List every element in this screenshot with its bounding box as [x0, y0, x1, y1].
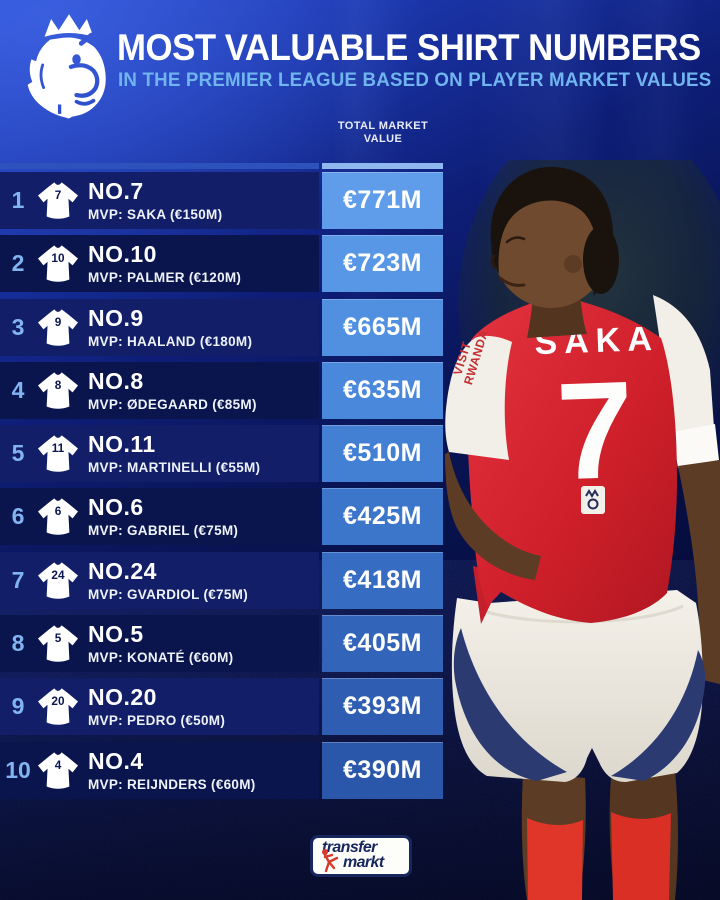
- table-row: 6 6 NO.6 MVP: GABRIEL (€75M) €425M: [0, 488, 443, 546]
- rank-label: 9: [11, 693, 25, 720]
- svg-text:5: 5: [55, 631, 62, 645]
- shirt-number-label: NO.20: [88, 684, 157, 711]
- table-row: 10 4 NO.4 MVP: REIJNDERS (€60M) €390M: [0, 741, 443, 799]
- table-row: 8 5 NO.5 MVP: KONATÉ (€60M) €405M: [0, 615, 443, 673]
- mvp-label: MVP: REIJNDERS (€60M): [88, 776, 256, 792]
- rank-label: 1: [11, 187, 25, 213]
- mvp-label: MVP: PEDRO (€50M): [88, 713, 226, 729]
- rank-label: 10: [5, 756, 31, 783]
- kicking-player-icon: [322, 849, 339, 873]
- rank-label: 6: [11, 503, 25, 530]
- shirt-icon: 9: [38, 308, 78, 346]
- shirt-icon: 24: [38, 562, 78, 599]
- shirt-icon: 11: [38, 435, 78, 472]
- total-value-cell: €510M: [322, 425, 443, 483]
- ranking-table: 1 7 NO.7 MVP: SAKA (€150M) €771M 2 10 NO…: [0, 172, 443, 805]
- table-row: 5 11 NO.11 MVP: MARTINELLI (€55M) €510M: [0, 425, 443, 483]
- mvp-label: MVP: PALMER (€120M): [88, 270, 242, 286]
- shirt-number-text: 7: [554, 353, 636, 510]
- shirt-icon: 10: [38, 245, 78, 283]
- mvp-label: MVP: GABRIEL (€75M): [88, 523, 239, 539]
- rank-label: 8: [11, 630, 25, 657]
- svg-text:20: 20: [51, 695, 65, 709]
- rank-label: 2: [11, 250, 25, 277]
- total-value-label: €635M: [343, 375, 422, 404]
- total-value-cell: €405M: [322, 615, 443, 673]
- mvp-label: MVP: MARTINELLI (€55M): [88, 460, 261, 476]
- shirt-number-label: NO.11: [88, 431, 156, 458]
- shirt-icon: 5: [38, 625, 78, 662]
- svg-text:24: 24: [51, 568, 65, 582]
- table-row: 4 8 NO.8 MVP: ØDEGAARD (€85M) €635M: [0, 361, 443, 419]
- mvp-label: MVP: HAALAND (€180M): [88, 333, 253, 349]
- shirt-icon: 4: [38, 752, 78, 789]
- shirt-number-label: NO.24: [88, 557, 157, 584]
- total-value-label: €723M: [343, 249, 422, 278]
- mvp-label: MVP: SAKA (€150M): [88, 207, 223, 222]
- table-row: 7 24 NO.24 MVP: GVARDIOL (€75M) €418M: [0, 551, 443, 609]
- player-photo-saka: SAKA 7 VISIT RWANDA: [445, 160, 720, 900]
- total-value-cell: €390M: [322, 741, 443, 799]
- total-value-cell: €418M: [322, 551, 443, 609]
- svg-text:6: 6: [55, 505, 62, 519]
- shirt-number-label: NO.7: [88, 178, 144, 204]
- table-row: 9 20 NO.20 MVP: PEDRO (€50M) €393M: [0, 678, 443, 736]
- shirt-number-label: NO.8: [88, 367, 144, 394]
- left-sock: [527, 818, 583, 900]
- total-value-label: €510M: [343, 439, 422, 468]
- mvp-label: MVP: ØDEGAARD (€85M): [88, 396, 257, 412]
- svg-text:8: 8: [55, 378, 62, 392]
- rank-label: 5: [11, 440, 25, 467]
- total-value-label: €425M: [343, 502, 422, 531]
- total-value-label: €390M: [343, 755, 422, 784]
- total-value-cell: €723M: [322, 235, 443, 293]
- shirt-icon: 8: [38, 372, 78, 409]
- shirt-number-label: NO.10: [88, 241, 157, 268]
- total-value-label: €405M: [343, 629, 422, 658]
- total-value-cell: €393M: [322, 678, 443, 736]
- svg-text:11: 11: [52, 441, 65, 455]
- table-row: 3 9 NO.9 MVP: HAALAND (€180M) €665M: [0, 298, 443, 356]
- rank-label: 3: [11, 313, 25, 340]
- mvp-label: MVP: KONATÉ (€60M): [88, 650, 234, 666]
- svg-text:4: 4: [55, 758, 62, 772]
- total-value-label: €771M: [343, 186, 422, 214]
- right-sock: [611, 812, 671, 900]
- shirt-number-label: NO.4: [88, 747, 144, 774]
- premier-league-lion-icon: [22, 10, 116, 120]
- svg-text:9: 9: [55, 315, 62, 329]
- svg-text:7: 7: [55, 188, 62, 202]
- player-head: [490, 166, 619, 338]
- total-value-label: €665M: [343, 312, 422, 341]
- total-value-cell: €771M: [322, 172, 443, 229]
- shirt-number-label: NO.5: [88, 621, 144, 648]
- mvp-label: MVP: GVARDIOL (€75M): [88, 586, 249, 602]
- player-legs: [521, 770, 678, 900]
- shirt-number-label: NO.9: [88, 304, 144, 331]
- value-column-header: TOTAL MARKET VALUE: [337, 120, 429, 145]
- shirt-icon: 7: [38, 182, 78, 219]
- table-row: 2 10 NO.10 MVP: PALMER (€120M) €723M: [0, 235, 443, 293]
- table-row: 1 7 NO.7 MVP: SAKA (€150M) €771M: [0, 172, 443, 229]
- page-subtitle: IN THE PREMIER LEAGUE BASED ON PLAYER MA…: [118, 70, 712, 91]
- rank-label: 4: [11, 376, 25, 403]
- player-shirt-back: [467, 296, 677, 623]
- svg-text:10: 10: [51, 251, 65, 265]
- shirt-icon: 20: [38, 688, 78, 726]
- total-value-label: €393M: [343, 692, 422, 721]
- rank-label: 7: [11, 566, 25, 593]
- total-value-cell: €635M: [322, 361, 443, 419]
- shirt-icon: 6: [38, 498, 78, 536]
- total-value-label: €418M: [343, 565, 422, 594]
- page-title: MOST VALUABLE SHIRT NUMBERS: [117, 27, 701, 68]
- total-value-cell: €425M: [322, 488, 443, 546]
- shirt-number-label: NO.6: [88, 494, 144, 521]
- transfermarkt-logo: transfer markt: [310, 835, 412, 877]
- shirt-league-badge: [581, 486, 605, 514]
- total-value-cell: €665M: [322, 298, 443, 356]
- transfermarkt-line2: markt: [343, 854, 384, 871]
